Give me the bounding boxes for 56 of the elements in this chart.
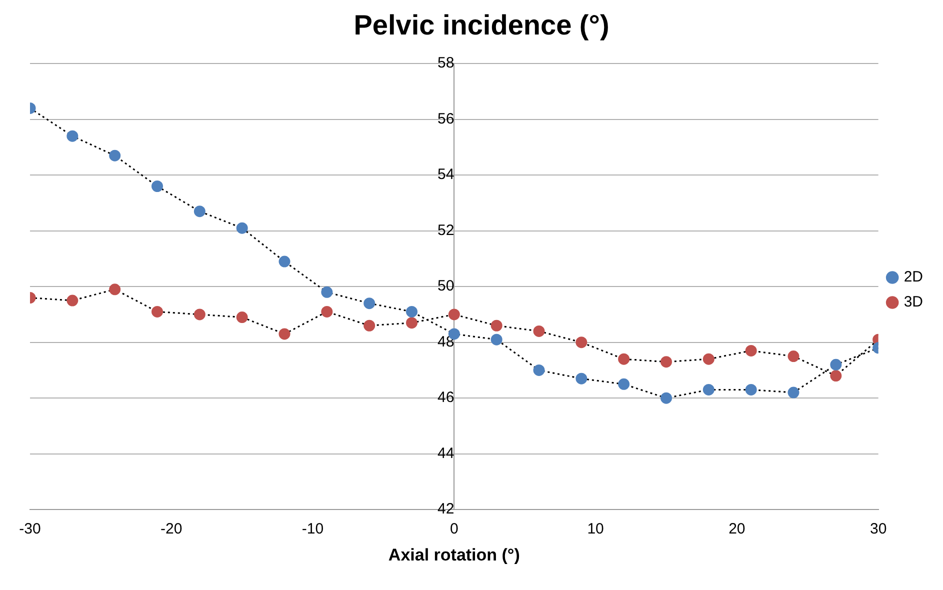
point <box>576 372 588 384</box>
point <box>490 320 502 332</box>
point <box>618 353 630 365</box>
point <box>236 312 248 324</box>
point <box>152 180 163 192</box>
point <box>660 356 672 368</box>
y-tick-label: 56 <box>437 110 454 128</box>
point <box>830 370 842 382</box>
point <box>194 308 206 320</box>
point <box>364 320 376 332</box>
point <box>321 286 333 298</box>
point <box>109 284 121 296</box>
point <box>533 364 545 376</box>
x-tick-label: -10 <box>302 520 324 538</box>
point <box>406 317 418 329</box>
point <box>448 308 460 320</box>
point <box>533 325 545 337</box>
chart-title: Pelvic incidence (°) <box>354 10 610 41</box>
x-axis-title: Axial rotation (°) <box>388 545 520 564</box>
y-tick-label: 44 <box>437 444 454 462</box>
point <box>830 358 842 370</box>
point <box>788 386 800 398</box>
point <box>236 222 248 234</box>
x-tick-label: 30 <box>870 520 887 538</box>
x-tick-label: 0 <box>450 520 458 538</box>
legend-label: 3D <box>904 294 924 311</box>
point <box>321 306 333 318</box>
point <box>788 350 800 362</box>
point <box>745 344 757 356</box>
point <box>109 150 121 162</box>
point <box>66 130 78 142</box>
point <box>152 306 163 318</box>
point <box>194 206 206 218</box>
point <box>66 294 78 306</box>
point <box>745 384 757 396</box>
point <box>576 336 588 348</box>
point <box>702 384 714 396</box>
y-tick-label: 54 <box>437 166 454 184</box>
y-tick-label: 42 <box>437 500 454 518</box>
legend-label: 2D <box>904 268 924 286</box>
point <box>618 378 630 390</box>
y-tick-label: 50 <box>437 278 454 295</box>
point <box>278 256 290 268</box>
x-tick-label: 10 <box>587 520 604 538</box>
point <box>364 298 376 310</box>
x-tick-label: -20 <box>160 520 182 538</box>
y-tick-label: 52 <box>437 222 454 239</box>
y-tick-label: 46 <box>437 389 454 406</box>
point <box>278 328 290 340</box>
y-tick-label: 58 <box>437 54 454 72</box>
point <box>702 353 714 365</box>
x-tick-label: 20 <box>728 520 746 538</box>
point <box>660 392 672 404</box>
point <box>406 306 418 318</box>
x-tick-label: -30 <box>19 520 41 538</box>
point <box>490 334 502 346</box>
